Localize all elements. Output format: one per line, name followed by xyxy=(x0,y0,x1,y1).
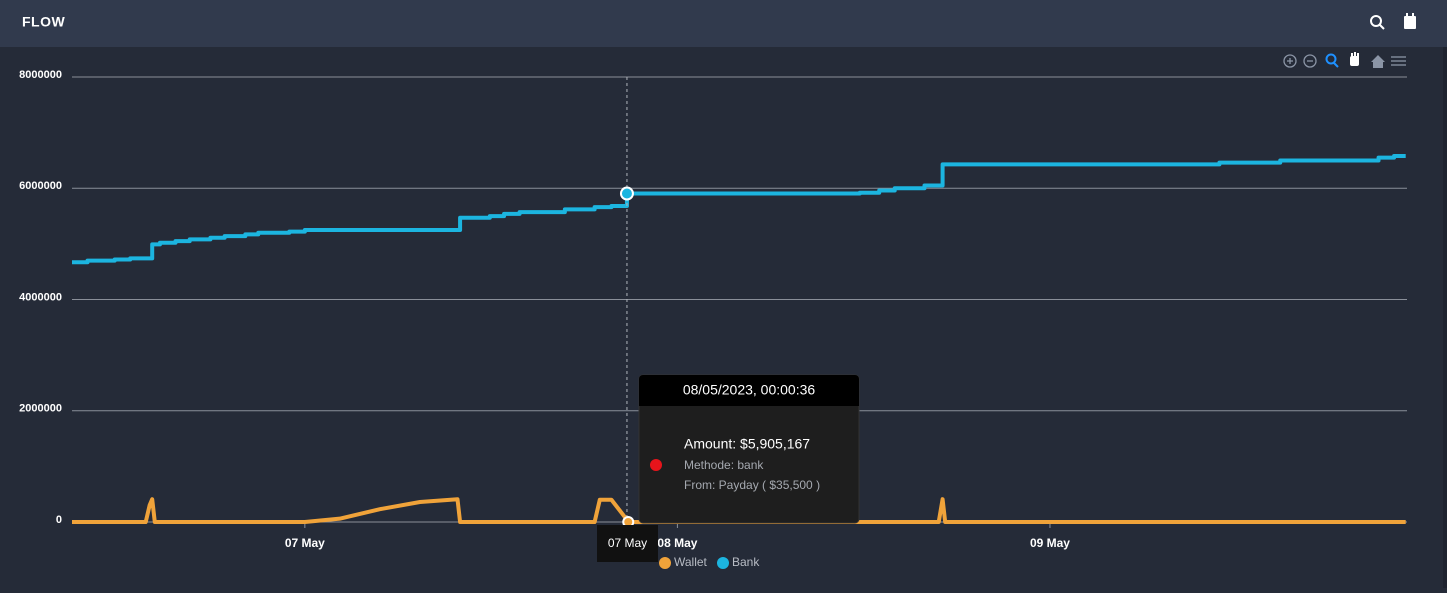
header-title: FLOW xyxy=(22,14,65,30)
series-line xyxy=(72,497,1406,524)
y-tick-label: 2000000 xyxy=(19,403,62,415)
y-tick-label: 8000000 xyxy=(19,69,62,81)
tooltip-line: Methode: bank xyxy=(684,458,764,472)
legend-marker xyxy=(717,557,729,569)
tooltip-line: Amount: $5,905,167 xyxy=(684,436,810,452)
zoom-out-button[interactable] xyxy=(1303,54,1317,68)
hover-marker xyxy=(619,186,634,201)
selection-zoom-button[interactable] xyxy=(1325,53,1339,68)
header-bar xyxy=(0,0,1447,47)
tooltip-line: From: Payday ( $35,500 ) xyxy=(684,478,820,492)
x-tick-label: 07 May xyxy=(285,536,325,550)
zoom-in-button[interactable] xyxy=(1283,54,1297,68)
reset-button[interactable] xyxy=(1371,55,1385,68)
tooltip-marker xyxy=(650,459,662,471)
plot xyxy=(72,153,1406,524)
search-button[interactable] xyxy=(1370,15,1385,30)
y-tick-label: 6000000 xyxy=(19,180,62,192)
tooltip-title: 08/05/2023, 00:00:36 xyxy=(683,382,816,398)
legend-label: Bank xyxy=(732,555,760,569)
pan-button[interactable] xyxy=(1350,52,1359,66)
series-line xyxy=(72,153,1406,265)
y-tick-label: 4000000 xyxy=(19,291,62,303)
tooltip-header xyxy=(639,375,859,406)
x-tick-label: 09 May xyxy=(1030,536,1070,550)
crosshair-label-box xyxy=(597,525,658,562)
legend: Wallet Bank xyxy=(659,555,760,569)
legend-marker xyxy=(659,557,671,569)
tooltip: 07 May 08/05/2023, 00:00:36 Amount: $5,905… xyxy=(597,77,860,562)
legend-label: Wallet xyxy=(674,555,708,569)
crosshair-label: 07 May xyxy=(608,536,647,550)
edge xyxy=(1443,47,1447,588)
chart-toolbar xyxy=(1283,52,1406,68)
x-tick-label: 08 May xyxy=(657,536,697,550)
y-tick-label: 0 xyxy=(56,514,62,526)
calendar-button[interactable] xyxy=(1404,13,1416,29)
menu-button[interactable] xyxy=(1391,56,1406,66)
